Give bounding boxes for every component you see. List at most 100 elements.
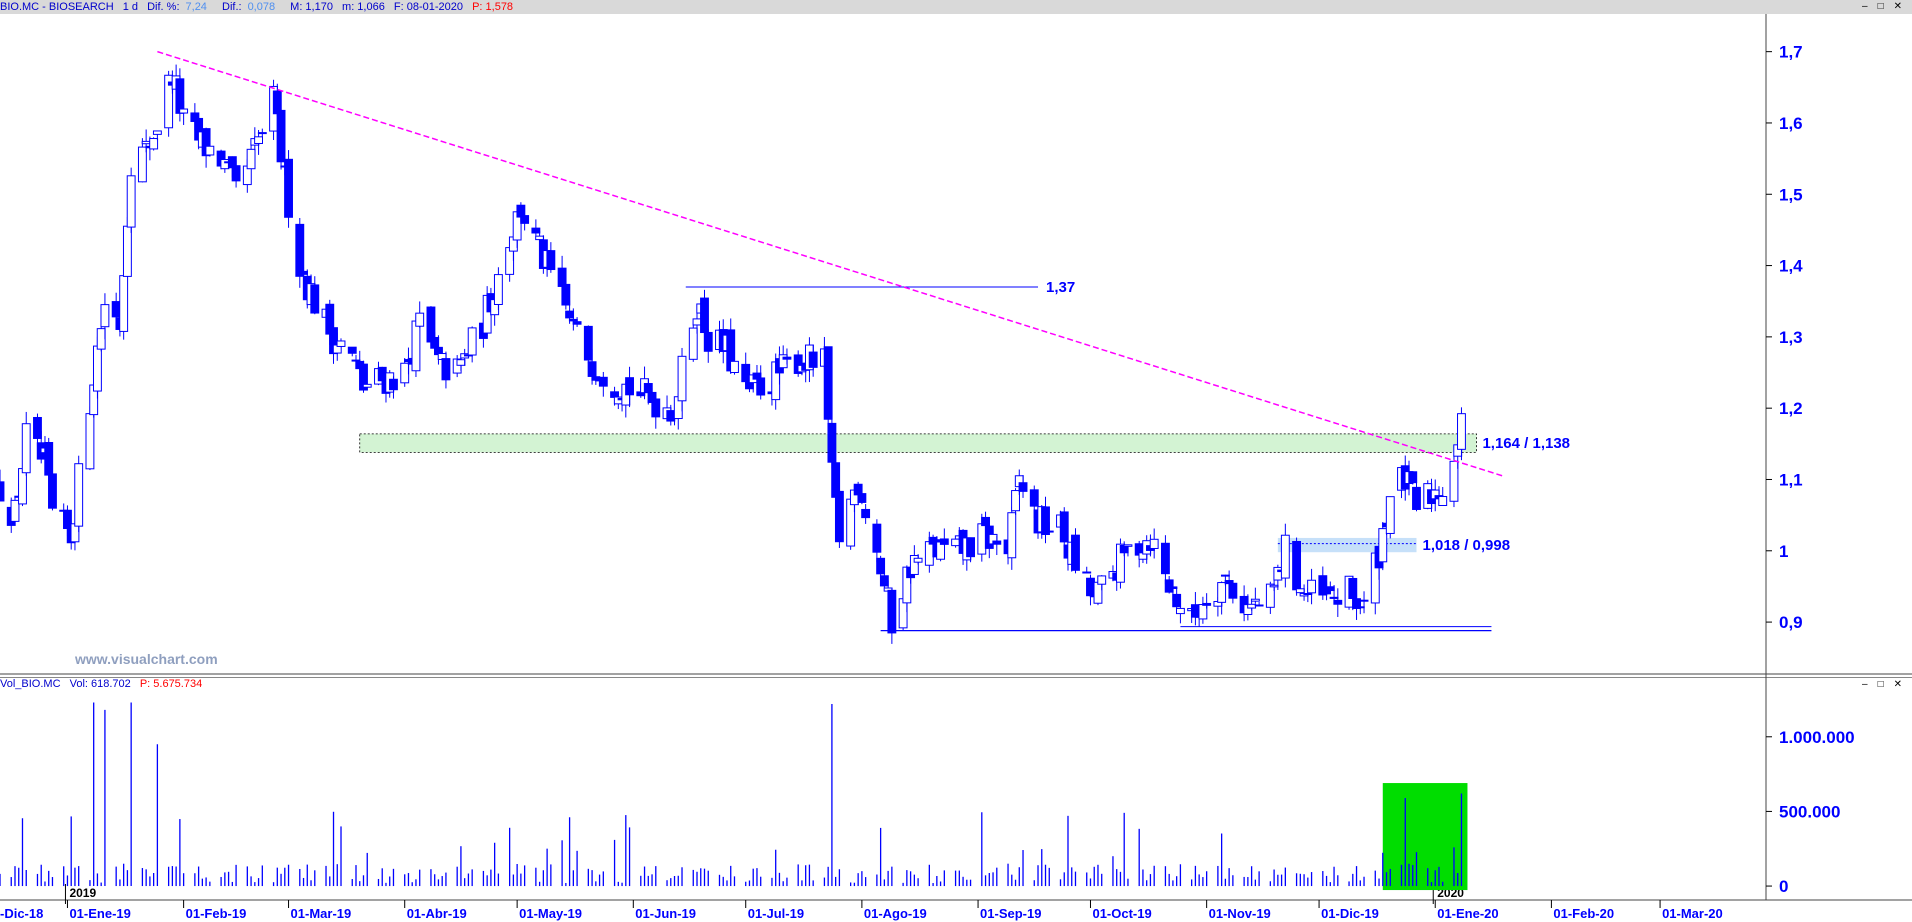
time-axis: -Dic-18 01-Ene-19 01-Feb-19 01-Mar-19 01-Abr…: [0, 884, 1723, 921]
candle-body: [1348, 577, 1358, 599]
candle-body: [1355, 606, 1365, 609]
candle-body: [651, 398, 661, 418]
candle-body: [846, 498, 856, 547]
candle-body: [1228, 582, 1238, 599]
maximize-icon[interactable]: □: [1877, 1, 1884, 12]
candle-body: [861, 508, 871, 519]
year-label: 2019: [69, 886, 96, 900]
candle-body: [426, 306, 436, 343]
candle-body: [100, 304, 110, 328]
candle-body: [164, 74, 174, 129]
candle-body: [220, 159, 230, 170]
candle-body: [10, 499, 20, 522]
candle-body: [703, 331, 713, 352]
candle-body: [141, 140, 151, 145]
date-label: F: 08-01-2020: [393, 1, 464, 13]
candle-body: [808, 351, 818, 368]
candle-body: [295, 223, 305, 277]
volume-maximize-icon[interactable]: □: [1877, 679, 1884, 690]
candle-body: [565, 310, 575, 319]
candle-body: [111, 301, 121, 318]
candle-body: [299, 270, 308, 275]
candle-body: [823, 346, 833, 420]
candle-body: [1333, 599, 1343, 605]
candle-body: [1172, 593, 1182, 608]
candle-body: [430, 336, 440, 349]
x-tick-label: 01-Sep-19: [980, 906, 1041, 921]
y-tick-label: 1,6: [1779, 114, 1803, 133]
candle-body: [587, 361, 597, 377]
candle-body: [1449, 460, 1459, 502]
candle-body: [535, 235, 545, 241]
annotation-lines: 1,37 1,164 / 1,138 1,018 / 0,998: [157, 50, 1570, 632]
zone-label: 1,018 / 0,998: [1422, 537, 1510, 554]
candle-body: [119, 275, 129, 332]
candle-body: [1093, 581, 1103, 604]
candle-body: [1202, 602, 1212, 606]
volume-minimize-icon[interactable]: –: [1862, 679, 1868, 690]
candle-body: [1359, 599, 1369, 602]
candle-body: [1273, 566, 1283, 581]
volume-close-icon[interactable]: ✕: [1893, 679, 1902, 690]
volume-window-controls: – □ ✕: [1858, 678, 1908, 691]
candle-body: [126, 175, 136, 228]
symbol-label: BIO.MC - BIOSEARCH: [0, 1, 114, 13]
minimize-icon[interactable]: –: [1862, 1, 1868, 12]
x-tick-label: -Dic-18: [0, 906, 43, 921]
candle-body: [1217, 582, 1227, 603]
volume-p-label: P: 5.675.734: [139, 678, 203, 690]
dif-pct-caption: Dif. %:: [147, 1, 180, 13]
y-tick-label: 1: [1779, 542, 1788, 561]
candle-body: [598, 376, 608, 387]
x-tick-label: 01-May-19: [519, 906, 582, 921]
candle-body: [1220, 574, 1230, 577]
candle-body: [362, 383, 372, 388]
candle-body: [1378, 528, 1388, 563]
candle-body: [879, 575, 889, 587]
candle-body: [201, 128, 211, 157]
candle-body: [1116, 543, 1125, 583]
candle-body: [887, 589, 897, 634]
volume-y-tick-label: 1.000.000: [1779, 728, 1855, 747]
candle-body: [1007, 512, 1017, 559]
candle-body: [310, 284, 320, 314]
y-tick-label: 1,2: [1779, 399, 1803, 418]
candle-body: [0, 481, 5, 502]
close-icon[interactable]: ✕: [1893, 1, 1902, 12]
x-tick-label: 01-Ene-19: [69, 906, 130, 921]
y-tick-label: 0,9: [1779, 613, 1803, 632]
candle-body: [1164, 579, 1174, 593]
candle-body: [1303, 593, 1313, 596]
x-tick-label: 01-Dic-19: [1321, 906, 1379, 921]
candle-body: [92, 345, 102, 392]
candle-body: [688, 327, 698, 360]
candle-body: [913, 557, 923, 563]
y-tick-label: 1,7: [1779, 43, 1803, 62]
candle-body: [1059, 511, 1069, 543]
candle-body: [1190, 604, 1200, 618]
candle-body: [561, 283, 571, 306]
x-tick-label: 01-Feb-20: [1553, 906, 1614, 921]
x-tick-label: 01-Abr-19: [407, 906, 467, 921]
candle-body: [137, 146, 147, 183]
candle-body: [1175, 607, 1185, 615]
trendline: [157, 50, 1503, 477]
candle-body: [1149, 538, 1159, 549]
candle-body: [1269, 584, 1279, 588]
candle-body: [1097, 575, 1107, 585]
candle-body: [730, 360, 739, 374]
max-label: M: 1,170: [290, 1, 333, 13]
candle-body: [572, 321, 582, 325]
x-tick-label: 01-Mar-20: [1662, 906, 1723, 921]
candle-body: [389, 378, 398, 391]
volume-bars: [0, 702, 1468, 891]
candle-body: [1123, 544, 1133, 547]
candle-body: [441, 358, 451, 381]
candle-body: [254, 136, 264, 144]
candle-body: [33, 416, 42, 439]
candle-body: [1280, 534, 1290, 579]
min-label: m: 1,066: [342, 1, 385, 13]
annotation-zones: [359, 433, 1477, 553]
candle-body: [1071, 534, 1080, 571]
